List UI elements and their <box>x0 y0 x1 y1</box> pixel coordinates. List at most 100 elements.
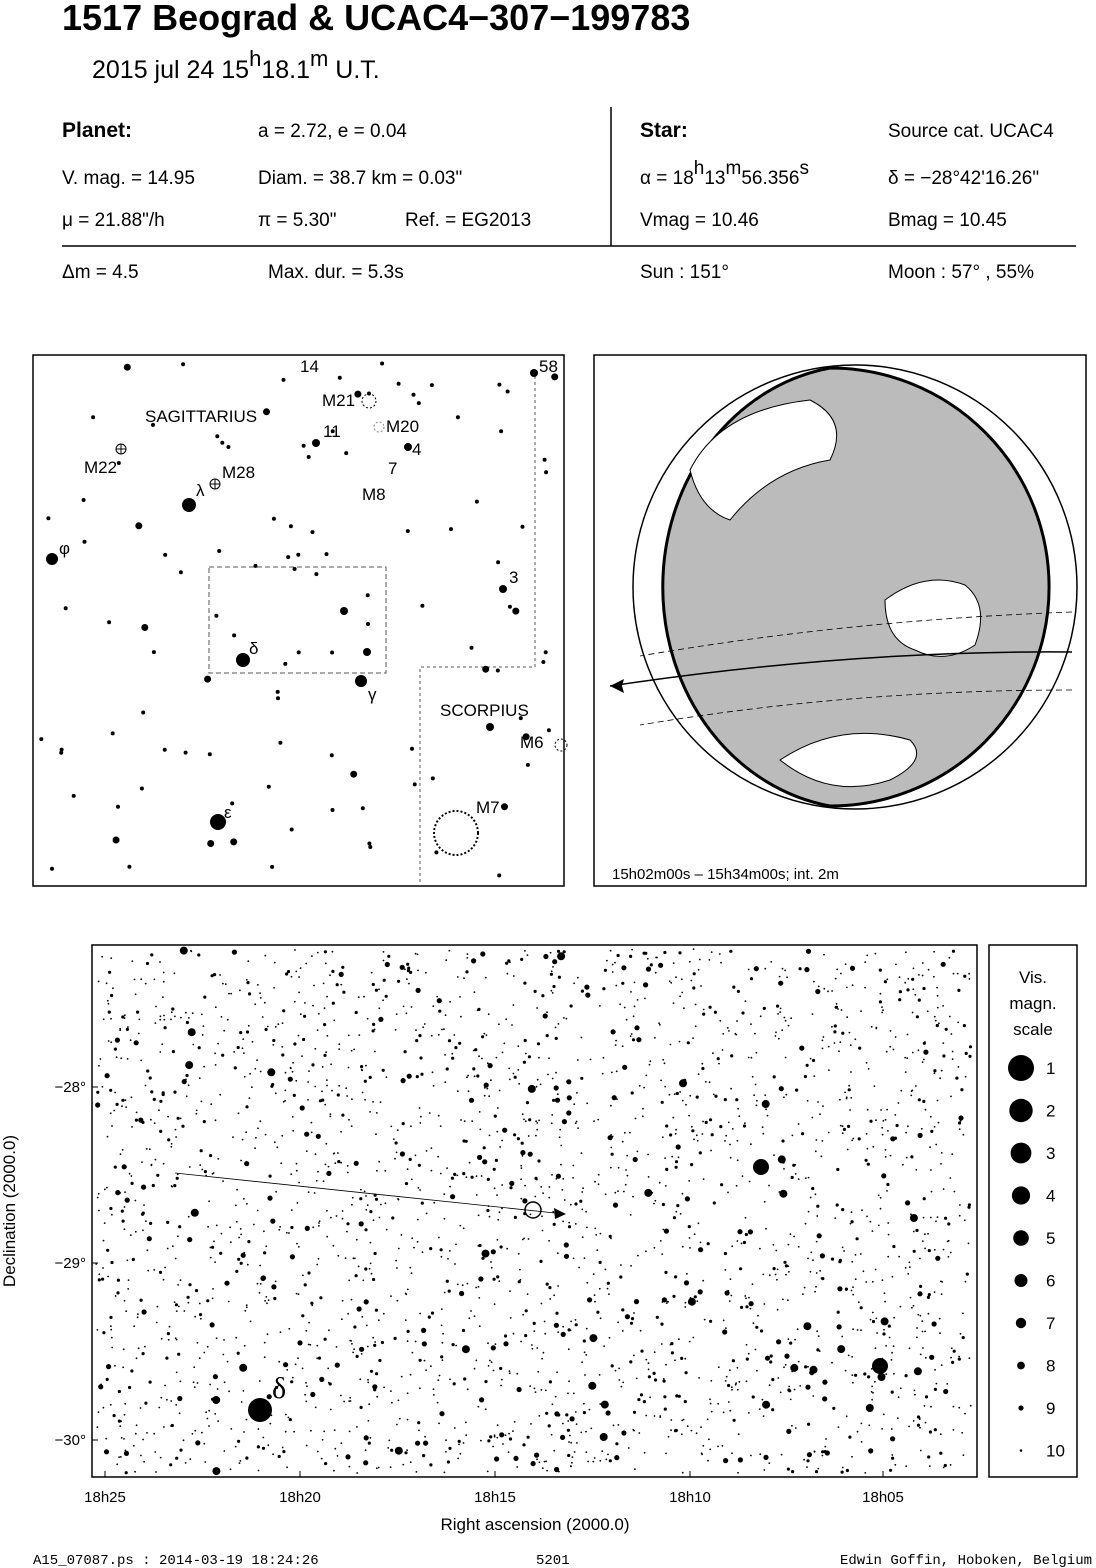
star <box>422 1026 425 1029</box>
star <box>200 1100 203 1103</box>
star <box>728 1030 730 1032</box>
star <box>139 1298 143 1302</box>
star <box>410 1272 413 1274</box>
star <box>245 1030 250 1034</box>
star <box>692 1336 695 1339</box>
star <box>119 1456 122 1458</box>
star <box>96 1196 99 1199</box>
star <box>308 1070 310 1072</box>
star <box>536 1078 539 1081</box>
legend-label: 9 <box>1046 1399 1055 1418</box>
star <box>547 1073 549 1076</box>
star <box>769 1360 773 1364</box>
star <box>266 1025 269 1028</box>
star <box>264 1300 266 1302</box>
star <box>918 1417 921 1419</box>
star <box>243 1431 245 1433</box>
star <box>845 1096 848 1099</box>
star <box>143 1204 145 1206</box>
star <box>606 1281 610 1285</box>
star <box>864 1158 868 1162</box>
star <box>560 1331 566 1337</box>
star <box>851 1260 854 1263</box>
star <box>148 1076 152 1080</box>
star <box>355 1238 358 1241</box>
star <box>331 1001 335 1005</box>
star <box>259 1120 262 1123</box>
star <box>413 1246 415 1249</box>
star <box>486 1062 489 1065</box>
star <box>459 1452 462 1455</box>
star <box>915 1015 920 1019</box>
star <box>337 1152 339 1154</box>
star <box>796 1328 799 1331</box>
star <box>911 1011 914 1014</box>
star <box>434 850 439 855</box>
star <box>148 1380 152 1384</box>
star <box>731 1388 733 1391</box>
star <box>556 1252 559 1255</box>
star <box>361 1091 364 1094</box>
star <box>192 1381 195 1384</box>
star <box>498 1280 501 1282</box>
star <box>575 1120 578 1123</box>
star <box>686 1425 689 1428</box>
star <box>918 974 920 976</box>
star <box>199 1149 203 1153</box>
star <box>209 1383 212 1386</box>
star <box>486 1177 490 1181</box>
star <box>886 1108 888 1111</box>
star <box>904 981 907 984</box>
star <box>384 1169 387 1172</box>
star <box>644 997 646 1000</box>
star <box>292 1061 294 1064</box>
star <box>293 1000 296 1003</box>
star <box>314 1085 317 1088</box>
star <box>961 1431 964 1434</box>
star <box>351 1098 353 1101</box>
star <box>737 1471 739 1474</box>
star <box>617 1424 620 1426</box>
field: Vmag = 10.46 <box>640 210 759 231</box>
star <box>462 1172 466 1176</box>
star <box>256 1445 260 1449</box>
star <box>789 1233 792 1235</box>
legend-label: 2 <box>1046 1102 1055 1121</box>
star <box>505 1018 508 1021</box>
star <box>281 1134 284 1137</box>
star <box>466 957 469 959</box>
star <box>323 1023 327 1027</box>
star <box>363 648 371 656</box>
star <box>295 1169 298 1172</box>
star <box>352 1351 354 1354</box>
star <box>348 1430 351 1433</box>
star <box>430 776 435 781</box>
star <box>675 976 677 979</box>
star <box>446 1460 450 1464</box>
star <box>538 1415 541 1417</box>
star <box>432 1394 435 1396</box>
star <box>97 1411 100 1413</box>
star <box>313 1192 316 1194</box>
footer-author: Edwin Goffin, Hoboken, Belgium <box>840 1553 1092 1568</box>
star <box>552 984 556 989</box>
star <box>694 1003 697 1006</box>
star <box>123 1228 126 1231</box>
star <box>475 1286 478 1289</box>
star <box>490 1079 492 1082</box>
star <box>378 1160 381 1163</box>
star <box>598 1287 601 1290</box>
star <box>736 1388 739 1391</box>
star <box>504 1334 508 1338</box>
star <box>358 1034 361 1036</box>
star <box>938 1317 941 1320</box>
star <box>451 1052 454 1055</box>
star <box>373 1028 376 1031</box>
star <box>661 1202 666 1207</box>
star <box>889 1154 892 1157</box>
star <box>301 443 306 448</box>
star <box>882 1413 885 1416</box>
star <box>97 1192 100 1195</box>
star <box>423 1359 426 1362</box>
star <box>922 986 926 991</box>
